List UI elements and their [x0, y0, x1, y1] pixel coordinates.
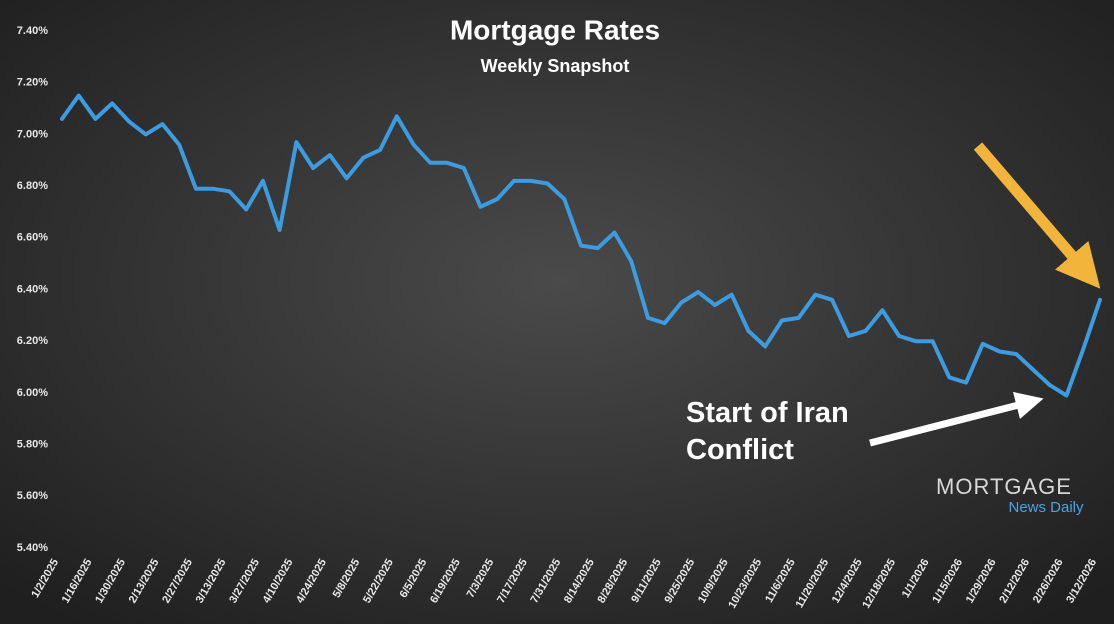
logo-tagline: News Daily: [1008, 499, 1084, 516]
rate-line: [60, 93, 1102, 398]
y-tick-label: 7.40%: [17, 25, 48, 37]
annotation-arrow: [869, 391, 1044, 447]
highlight-arrow: [973, 142, 1101, 289]
y-tick-label: 6.80%: [17, 180, 48, 192]
y-tick-label: 6.20%: [17, 335, 48, 347]
y-tick-label: 5.80%: [17, 439, 48, 451]
y-tick-label: 6.60%: [17, 232, 48, 244]
y-tick-label: 7.20%: [17, 77, 48, 89]
y-tick-label: 5.60%: [17, 490, 48, 502]
annotation: Start of Iran Conflict: [686, 397, 849, 466]
chart-title: Mortgage Rates: [450, 14, 660, 45]
annotation-box: Start of Iran Conflict: [686, 397, 849, 466]
y-tick-label: 5.40%: [17, 542, 48, 554]
y-tick-label: 7.00%: [17, 128, 48, 140]
logo-brand: MORTGAGE: [936, 474, 1072, 499]
chart-subtitle: Weekly Snapshot: [481, 56, 630, 76]
y-tick-label: 6.00%: [17, 387, 48, 399]
y-tick-label: 6.40%: [17, 283, 48, 295]
